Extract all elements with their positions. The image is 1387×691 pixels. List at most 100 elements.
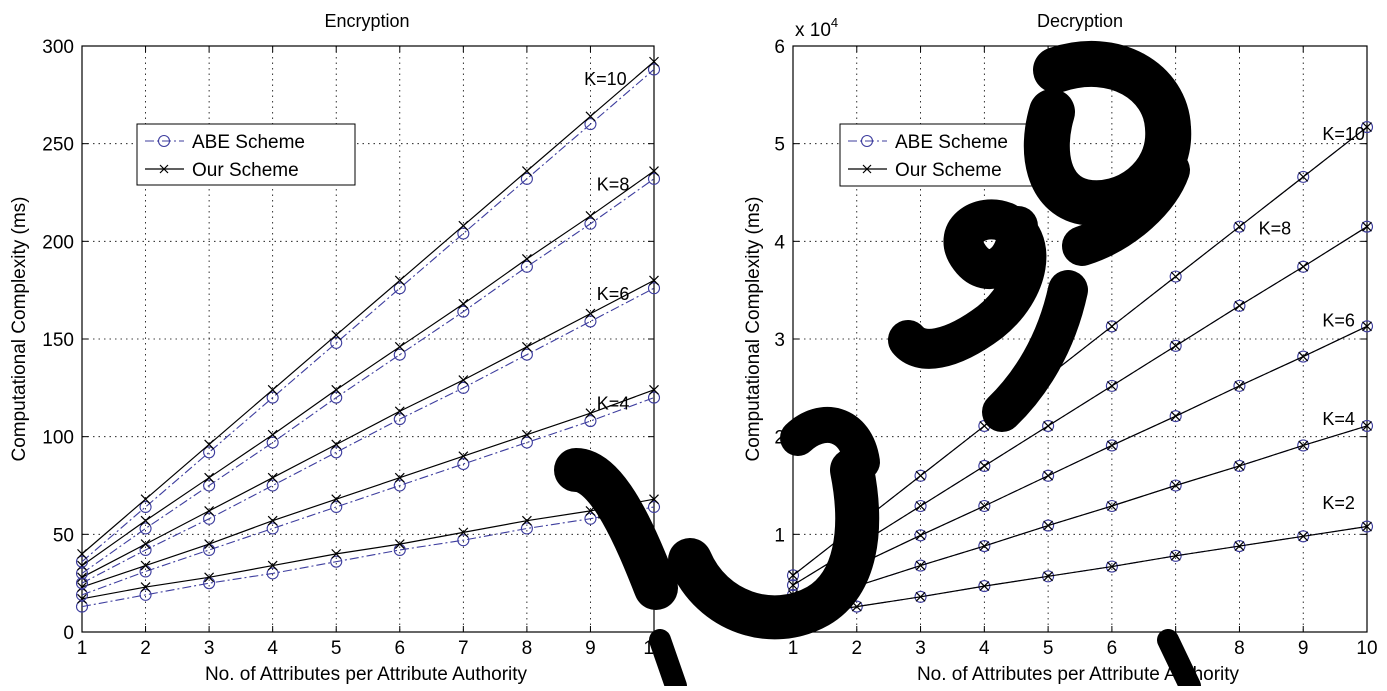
abe-point <box>1233 220 1246 233</box>
our-point <box>585 308 596 319</box>
our-point <box>204 539 215 550</box>
our-point <box>1170 411 1181 422</box>
legend-box <box>136 123 356 186</box>
x-axis-label: No. of Attributes per Attribute Authorit… <box>917 664 1240 685</box>
abe-point <box>393 479 406 492</box>
abe-point <box>1105 379 1118 392</box>
legend-abe-label: ABE Scheme <box>895 132 1008 153</box>
x-tick-label: 6 <box>1107 638 1118 659</box>
abe-point <box>1360 419 1374 432</box>
abe-point <box>520 348 533 361</box>
abe-point <box>914 559 927 572</box>
our-series-k2 <box>788 521 1372 622</box>
our-point <box>649 384 659 395</box>
our-point <box>458 527 469 538</box>
watermark-stroke <box>888 199 1047 369</box>
our-series-k2 <box>77 494 659 604</box>
our-point <box>1234 380 1245 391</box>
series-line <box>81 178 655 574</box>
our-point <box>649 275 659 286</box>
x-tick-label: 4 <box>267 638 278 659</box>
y-tick-label: 250 <box>42 135 74 156</box>
abe-point <box>139 500 152 514</box>
series-line <box>792 226 1368 586</box>
our-point <box>331 384 342 395</box>
our-point <box>394 539 405 550</box>
abe-point <box>75 555 89 568</box>
abe-point <box>647 282 661 295</box>
our-point <box>649 56 659 67</box>
legend: ABE Scheme Our Scheme <box>136 123 356 186</box>
y-exponent-power: 4 <box>831 15 838 30</box>
abe-point <box>203 479 216 492</box>
our-point <box>915 470 926 481</box>
watermark-stroke <box>649 629 687 691</box>
x-axis-label: No. of Attributes per Attribute Authorit… <box>205 664 528 685</box>
abe-point <box>1105 320 1118 333</box>
legend: ABE Scheme Our Scheme <box>839 123 1047 187</box>
y-tick-label: 100 <box>42 428 74 449</box>
our-point <box>979 581 990 592</box>
x-tick-label: 10 <box>1356 638 1377 659</box>
y-exponent-label: x 104 <box>795 15 838 41</box>
abe-point <box>139 588 152 601</box>
our-point <box>1234 300 1245 311</box>
our-point <box>394 472 405 483</box>
our-point <box>521 166 532 176</box>
our-point <box>1106 561 1117 572</box>
abe-point <box>75 588 89 601</box>
our-point <box>458 375 469 385</box>
y-exponent-base: x 10 <box>795 20 831 41</box>
series-line <box>81 279 655 578</box>
abe-point <box>520 436 533 449</box>
abe-point <box>520 260 533 273</box>
our-point <box>915 560 926 571</box>
our-point <box>1298 351 1309 362</box>
y-tick-label: 150 <box>42 330 74 351</box>
abe-point <box>978 459 991 473</box>
abe-point <box>786 569 800 582</box>
our-point <box>267 515 278 526</box>
k-annotation: K=8 <box>1259 218 1292 238</box>
our-point <box>1234 461 1245 471</box>
abe-point <box>203 577 216 590</box>
our-point <box>77 548 87 559</box>
x-tick-label: 3 <box>915 638 926 659</box>
abe-series-k4 <box>75 391 661 601</box>
abe-point <box>330 391 343 404</box>
x-tick-label: 1 <box>788 638 799 659</box>
our-series-k4 <box>77 384 659 592</box>
our-point <box>1106 380 1117 391</box>
series-line <box>792 325 1368 596</box>
k-annotation: K=4 <box>597 393 630 413</box>
series-line <box>81 498 655 600</box>
abe-point <box>1169 339 1182 352</box>
our-point <box>1106 501 1117 511</box>
abe-point <box>1297 439 1310 452</box>
abe-point <box>1297 260 1310 273</box>
abe-point <box>393 282 406 295</box>
x-tick-label: 7 <box>458 638 469 659</box>
our-point <box>1170 340 1181 351</box>
abe-point <box>647 500 661 514</box>
abe-point <box>330 500 343 514</box>
abe-point <box>393 413 406 426</box>
our-point <box>1043 571 1054 582</box>
series-line <box>81 61 655 555</box>
our-point <box>1362 321 1372 332</box>
y-tick-label: 5 <box>774 135 785 156</box>
y-axis-label: Computational Complexity (ms) <box>9 196 30 461</box>
our-point <box>521 341 532 352</box>
abe-series-k2 <box>75 500 661 613</box>
abe-point <box>647 391 661 404</box>
abe-series-k8 <box>75 172 661 580</box>
abe-point <box>1169 479 1182 492</box>
our-point <box>1043 470 1054 481</box>
abe-point <box>203 512 216 525</box>
our-point <box>204 472 215 483</box>
abe-point <box>457 381 470 394</box>
our-point <box>1362 221 1372 232</box>
abe-point <box>393 348 406 361</box>
series-line <box>81 170 655 567</box>
